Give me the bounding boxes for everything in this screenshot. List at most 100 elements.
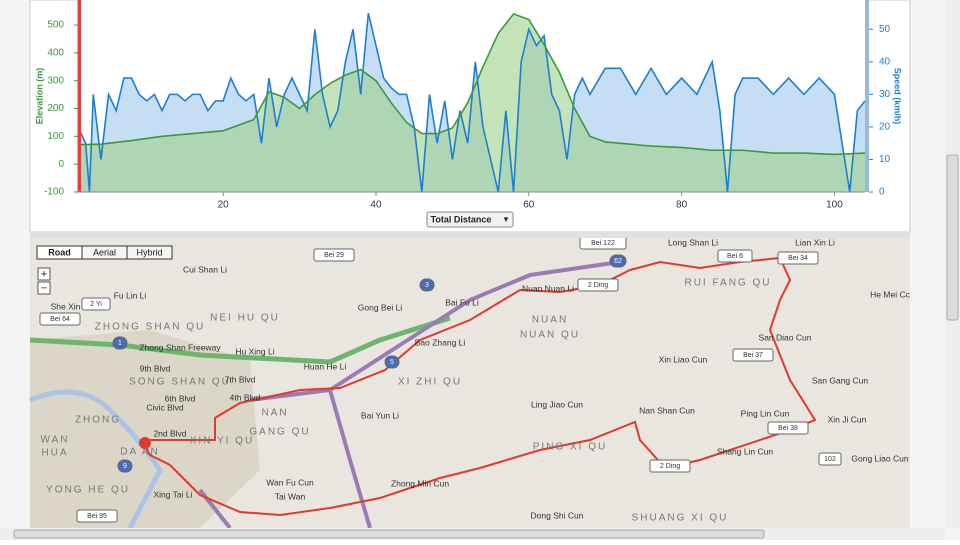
map-label: SHUANG XI QU (632, 513, 729, 524)
series-line (77, 12, 866, 156)
y2-tick-label: 0 (879, 187, 885, 198)
road-shield (112, 336, 128, 350)
road-shield-label: 9 (123, 463, 127, 470)
road-shield (732, 348, 774, 362)
road-shield-label: 2 Ding (660, 463, 680, 470)
map-label: Lian Xin Li (795, 237, 835, 247)
map-tab-label: Aerial (93, 247, 116, 257)
zoom-button[interactable] (37, 281, 51, 295)
zoom-button[interactable] (37, 267, 51, 281)
road-shield (818, 452, 842, 466)
map-tab[interactable] (126, 245, 173, 260)
map-label: 9th Blvd (140, 363, 171, 373)
map-label: Huan He Li (304, 361, 347, 371)
map-label: Xin Ji Cun (828, 414, 867, 424)
map-label: 2nd Blvd (153, 428, 186, 438)
map-divider (30, 232, 910, 238)
y-tick-label: -100 (44, 187, 64, 198)
map-label: Xin Liao Cun (659, 354, 708, 364)
y2-axis-band (865, 0, 869, 192)
y-tick-label: 300 (47, 75, 64, 86)
map-label: XI ZHI QU (398, 377, 462, 388)
position-marker (78, 0, 81, 192)
map-label: NUAN (532, 315, 568, 326)
map-label: Zhong Shan Freeway (139, 342, 221, 352)
map-label: Wan Fu Cun (266, 477, 314, 487)
y-tick-label: 400 (47, 48, 64, 59)
map-tab-label: Road (48, 247, 71, 257)
road-shield-label: Bei 38 (778, 425, 798, 432)
urban-area (30, 330, 260, 528)
x-selector[interactable] (426, 211, 514, 228)
road-shield (609, 254, 627, 268)
map-label: Gong Liao Cun (851, 453, 908, 463)
start-pin (139, 437, 151, 449)
road-shield (419, 278, 435, 292)
map-label: Tai Wan (275, 491, 306, 501)
x-selector-arrow: ▼ (502, 215, 510, 224)
road-shield-label: 2 Ding (588, 282, 608, 289)
map-label: SONG SHAN QU (129, 377, 231, 388)
map-label: ZHONG SHAN QU (95, 322, 205, 333)
v-scroll-thumb[interactable] (946, 154, 959, 321)
road-shield-label: Bei 6 (727, 253, 743, 260)
y2-axis-title: Speed (km/h) (893, 68, 903, 125)
map-label: YONG HE QU (46, 485, 130, 496)
y2-tick-label: 10 (879, 154, 891, 165)
road-shield (384, 355, 400, 369)
route (143, 256, 817, 517)
road-shield-label: Bei 122 (591, 240, 615, 247)
map-label: DA AN (120, 447, 159, 458)
highway (249, 260, 621, 402)
y-tick-label: 200 (47, 103, 64, 114)
map-label: Shang Lin Cun (717, 446, 774, 456)
map-label: Zhong Min Cun (391, 478, 449, 488)
road-shield (76, 509, 118, 523)
chart: -100 0 100 200 300 400 500 0 10 20 30 40 50 20 40 60 80 1… (34, 0, 903, 228)
y-tick-label: 500 (47, 20, 64, 31)
map-label: Dong Shi Cun (531, 510, 584, 520)
map-label: Hu Xing Li (235, 346, 274, 356)
x-tick-label: 20 (218, 200, 230, 211)
map-label: XIN YI QU (190, 436, 255, 447)
map-label: Cui Shan Li (183, 264, 227, 274)
map-label: HUA (41, 448, 68, 459)
river (29, 389, 163, 530)
road-shield-label: 5 (390, 359, 394, 366)
road-shield (39, 312, 81, 326)
road-shield (717, 249, 753, 263)
freeway (29, 315, 451, 365)
x-tick-label: 60 (523, 200, 535, 211)
map-label: NAN (261, 408, 288, 419)
map: Cui Shan Li Fu Lin Li She Xin Li NEI HU QU Z… (29, 232, 911, 530)
road-shield-label: Bei 95 (87, 513, 107, 520)
map-label: NEI HU QU (210, 313, 280, 324)
road-shield (649, 459, 691, 473)
road-shield-label: Bei 37 (743, 352, 763, 359)
map-label: 6th Blvd (165, 393, 196, 403)
y2-tick-label: 20 (879, 122, 891, 133)
map-label: NUAN QU (520, 330, 580, 341)
road-shield-label: 62 (614, 258, 622, 265)
map-label: Nuan Nuan Li (522, 283, 574, 293)
map-label: Bai Fu Li (445, 297, 479, 307)
road-shield (81, 297, 111, 311)
h-scroll-thumb[interactable] (13, 529, 765, 539)
map-label: Fu Lin Li (114, 290, 147, 300)
map-label: ZHONG (75, 415, 121, 426)
zoom-label: + (41, 268, 47, 280)
x-tick-label: 40 (370, 200, 382, 211)
map-label: He Mei Cc (870, 289, 910, 299)
map-label: GANG QU (249, 427, 310, 438)
series-line (77, 12, 866, 193)
y-tick-label: 100 (47, 131, 64, 142)
zoom-label: − (41, 282, 47, 294)
road-shield-label: 3 (425, 282, 429, 289)
y2-tick-label: 40 (879, 56, 891, 67)
y-axis-title: Elevation (m) (34, 68, 44, 125)
map-label: PING XI QU (533, 442, 607, 453)
road-shield-label: Bei 64 (50, 316, 70, 323)
map-tab-label: Hybrid (136, 247, 162, 257)
map-label: Gong Bei Li (358, 302, 403, 312)
